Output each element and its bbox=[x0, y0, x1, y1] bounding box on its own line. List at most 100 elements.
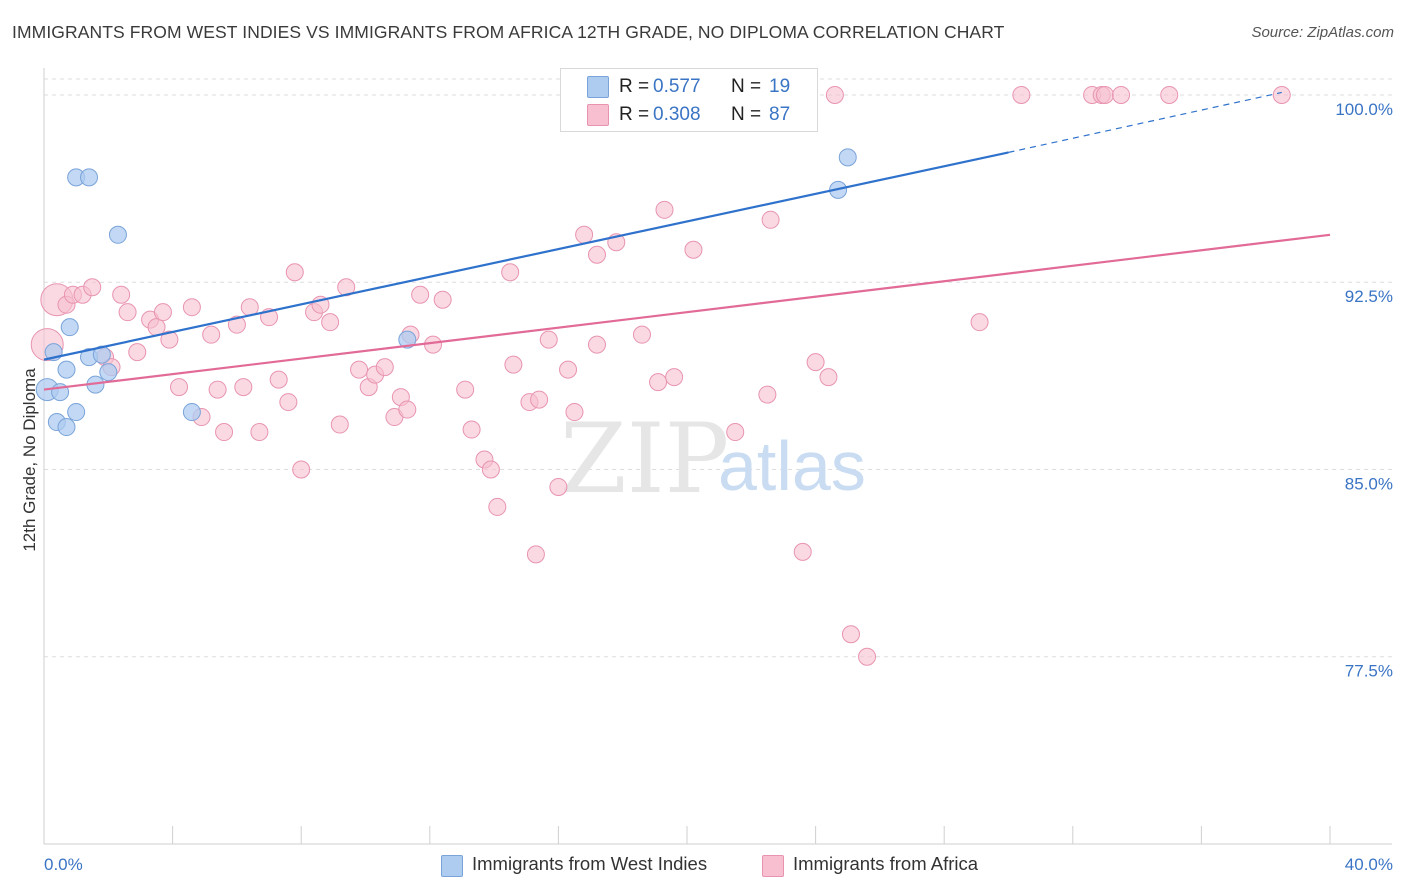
legend-r-label: R = bbox=[619, 104, 650, 125]
data-point-africa bbox=[118, 303, 137, 322]
x-tick-label: 40.0% bbox=[1345, 855, 1393, 874]
legend-r-value: 0.577 bbox=[653, 76, 701, 97]
data-point-africa bbox=[793, 542, 812, 561]
data-point-africa bbox=[684, 240, 703, 259]
data-point-west-indies bbox=[80, 168, 99, 187]
data-point-africa bbox=[504, 355, 523, 374]
bottom-legend-swatch-africa bbox=[762, 855, 784, 877]
y-tick-label: 85.0% bbox=[1345, 474, 1393, 493]
data-point-africa bbox=[269, 370, 288, 389]
data-point-west-indies bbox=[838, 148, 857, 167]
legend-n-label: N = bbox=[731, 104, 762, 125]
data-point-africa bbox=[285, 263, 304, 282]
trend-lines bbox=[43, 91, 1331, 391]
chart-title: IMMIGRANTS FROM WEST INDIES VS IMMIGRANT… bbox=[12, 22, 1005, 42]
data-point-africa bbox=[819, 368, 838, 387]
data-point-africa bbox=[587, 245, 606, 264]
data-point-africa bbox=[539, 330, 558, 349]
data-point-africa bbox=[330, 415, 349, 434]
legend-swatch-africa bbox=[587, 104, 609, 126]
data-point-africa bbox=[321, 313, 340, 332]
data-point-africa bbox=[456, 380, 475, 399]
data-point-west-indies bbox=[57, 360, 76, 379]
source-label: Source: ZipAtlas.com bbox=[1251, 24, 1394, 41]
data-point-africa bbox=[462, 420, 481, 439]
data-point-africa bbox=[1112, 85, 1131, 104]
data-point-africa bbox=[433, 290, 452, 309]
y-tick-label: 77.5% bbox=[1345, 662, 1393, 681]
data-point-africa bbox=[858, 647, 877, 666]
data-point-africa bbox=[530, 390, 549, 409]
data-point-africa bbox=[153, 303, 172, 322]
legend-r-value: 0.308 bbox=[653, 104, 701, 125]
data-point-africa bbox=[575, 225, 594, 244]
trend-line-africa bbox=[43, 233, 1331, 391]
data-point-africa bbox=[655, 200, 674, 219]
data-point-africa bbox=[970, 313, 989, 332]
tick-labels: 77.5% 85.0% 92.5% 100.0% 0.0% 40.0% bbox=[44, 100, 1393, 874]
x-tick-label: 0.0% bbox=[44, 855, 83, 874]
bottom-legend-swatch-west-indies bbox=[441, 855, 463, 877]
y-tick-label: 100.0% bbox=[1335, 100, 1393, 119]
legend-r-label: R = bbox=[619, 76, 650, 97]
data-point-west-indies bbox=[67, 403, 86, 422]
bottom-legend-west-indies: Immigrants from West Indies bbox=[472, 853, 708, 874]
data-point-africa bbox=[279, 393, 298, 412]
data-point-africa bbox=[587, 335, 606, 354]
data-point-africa bbox=[160, 330, 179, 349]
data-point-africa bbox=[398, 400, 417, 419]
watermark: ZIP atlas bbox=[560, 403, 866, 515]
watermark-zip: ZIP bbox=[560, 403, 729, 515]
data-point-africa bbox=[825, 85, 844, 104]
y-tick-label: 92.5% bbox=[1345, 287, 1393, 306]
data-point-africa bbox=[488, 497, 507, 516]
data-point-africa bbox=[128, 343, 147, 362]
data-point-west-indies bbox=[182, 403, 201, 422]
data-point-africa bbox=[726, 423, 745, 442]
data-point-africa bbox=[565, 403, 584, 422]
data-point-africa bbox=[481, 460, 500, 479]
data-point-africa bbox=[208, 380, 227, 399]
trend-line-west-indies-extension bbox=[1008, 91, 1282, 153]
west-indies-points bbox=[35, 148, 857, 437]
data-point-africa bbox=[202, 325, 221, 344]
data-point-africa bbox=[375, 358, 394, 377]
data-point-africa bbox=[806, 353, 825, 372]
data-point-africa bbox=[1160, 85, 1179, 104]
data-point-africa bbox=[112, 285, 131, 304]
africa-points bbox=[30, 85, 1291, 666]
data-point-africa bbox=[649, 373, 668, 392]
grid-lines bbox=[44, 78, 1392, 658]
legend-n-label: N = bbox=[731, 76, 762, 97]
data-point-west-indies bbox=[99, 363, 118, 382]
data-point-africa bbox=[549, 477, 568, 496]
data-point-africa bbox=[1012, 85, 1031, 104]
data-point-west-indies bbox=[108, 225, 127, 244]
data-point-west-indies bbox=[60, 318, 79, 337]
data-point-africa bbox=[227, 315, 246, 334]
data-point-west-indies bbox=[57, 418, 76, 437]
data-point-africa bbox=[559, 360, 578, 379]
legend-n-value: 19 bbox=[769, 76, 791, 97]
data-point-africa bbox=[250, 423, 269, 442]
legend: R = 0.577 N = 19 R = 0.308 N = 87 bbox=[560, 68, 818, 132]
data-point-africa bbox=[83, 278, 102, 297]
data-point-africa bbox=[501, 263, 520, 282]
data-point-africa bbox=[758, 385, 777, 404]
data-point-africa bbox=[424, 335, 443, 354]
legend-row-africa: R = 0.308 N = 87 bbox=[587, 101, 807, 129]
data-point-africa bbox=[215, 423, 234, 442]
data-point-africa bbox=[632, 325, 651, 344]
data-point-africa bbox=[182, 298, 201, 317]
data-point-africa bbox=[526, 545, 545, 564]
data-point-africa bbox=[841, 625, 860, 644]
axes bbox=[43, 68, 1392, 845]
data-point-africa bbox=[761, 210, 780, 229]
data-point-africa bbox=[292, 460, 311, 479]
legend-swatch-west-indies bbox=[587, 76, 609, 98]
bottom-legend: Immigrants from West Indies Immigrants f… bbox=[0, 852, 1406, 878]
data-point-africa bbox=[234, 378, 253, 397]
trend-line-west-indies bbox=[43, 151, 1009, 361]
data-point-africa bbox=[170, 378, 189, 397]
